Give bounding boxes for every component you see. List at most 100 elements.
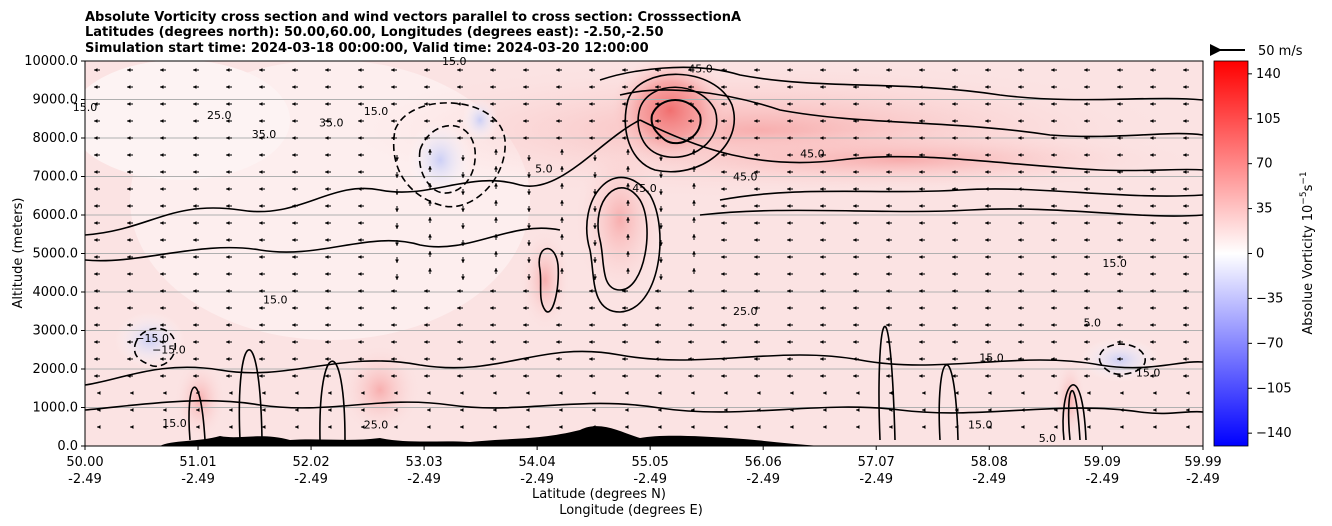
wind-vector-740 — [955, 425, 959, 429]
wind-vector-673 — [988, 391, 992, 395]
wind-vector-496 — [754, 306, 760, 310]
wind-vector-237 — [1183, 170, 1189, 174]
wind-vector-482 — [292, 306, 298, 310]
wind-vector-25 — [919, 68, 925, 72]
wind-vector-101 — [1183, 102, 1189, 106]
wind-vector-20 — [754, 68, 760, 72]
wind-vector-89 — [787, 102, 793, 106]
wind-vector-554 — [424, 340, 430, 344]
wind-vector-19 — [721, 68, 727, 72]
wind-vector-281 — [395, 206, 399, 212]
wind-vector-574 — [1084, 340, 1090, 344]
wind-vector-88 — [754, 102, 760, 106]
wind-vector-685 — [262, 408, 266, 412]
wind-vector-488 — [490, 306, 496, 310]
wind-vector-419 — [461, 274, 465, 280]
wind-vector-625 — [523, 374, 529, 378]
wind-vector-102 — [94, 119, 100, 123]
wind-vector-347 — [325, 238, 331, 242]
wind-vector-58 — [886, 85, 892, 89]
wind-vector-16 — [622, 68, 628, 72]
y-tick-label-1: 1000.0 — [33, 401, 79, 416]
wind-vector-400 — [952, 255, 958, 259]
wind-vector-77 — [391, 102, 397, 106]
wind-vector-731 — [658, 425, 662, 429]
wind-vector-512 — [160, 323, 166, 327]
wind-vector-558 — [556, 340, 562, 344]
wind-vector-190 — [754, 153, 760, 157]
wind-vector-195 — [919, 153, 925, 157]
wind-vector-486 — [424, 306, 430, 310]
wind-vector-66 — [1150, 85, 1156, 89]
wind-vector-451 — [391, 289, 397, 293]
wind-vector-47 — [523, 85, 529, 89]
wind-vector-706 — [955, 408, 959, 412]
contour-label-18: −15.0 — [152, 344, 186, 357]
wind-vector-724 — [427, 425, 431, 429]
wind-vector-663 — [658, 391, 662, 395]
wind-vector-33 — [1183, 68, 1189, 72]
colorbar-tick-label-6: −70 — [1256, 336, 1283, 351]
wind-vector-36 — [160, 85, 166, 89]
wind-vector-287 — [593, 206, 597, 212]
wind-vector-21 — [787, 68, 793, 72]
wind-vector-564 — [754, 340, 760, 344]
wind-vector-113 — [457, 119, 463, 123]
x-tick-lon-9: -2.49 — [1085, 472, 1119, 487]
wind-vector-288 — [626, 200, 630, 206]
wind-vector-719 — [262, 425, 266, 429]
wind-vector-455 — [523, 289, 529, 293]
wind-vector-218 — [560, 166, 564, 172]
wind-vector-490 — [556, 306, 562, 310]
wind-vector-321 — [593, 223, 597, 229]
wind-vector-294 — [820, 204, 826, 208]
wind-vector-524 — [556, 323, 562, 327]
wind-vector-5 — [259, 68, 265, 72]
wind-vector-591 — [523, 357, 529, 361]
wind-vector-372 — [1150, 238, 1156, 242]
wind-vector-447 — [259, 289, 265, 293]
wind-vector-279 — [325, 204, 331, 208]
wind-vector-666 — [757, 391, 761, 395]
wind-vector-203 — [1183, 153, 1189, 157]
wind-vector-322 — [626, 217, 630, 223]
wind-vector-388 — [560, 251, 564, 257]
wind-vector-540 — [1084, 323, 1090, 327]
wind-vector-386 — [494, 251, 498, 257]
wind-vector-276 — [226, 204, 232, 208]
wind-vector-583 — [259, 357, 265, 361]
wind-vector-680 — [97, 408, 101, 412]
wind-vector-295 — [853, 204, 859, 208]
wind-vector-416 — [358, 272, 364, 276]
wind-vector-446 — [226, 289, 232, 293]
wind-vector-533 — [853, 323, 859, 327]
wind-vector-307 — [127, 221, 133, 225]
wind-vector-308 — [160, 221, 166, 225]
wind-vector-430 — [820, 272, 826, 276]
contour-label-2: 45.0 — [733, 170, 758, 183]
wind-vector-584 — [292, 357, 298, 361]
wind-vector-639 — [985, 374, 991, 378]
wind-vector-325 — [721, 221, 727, 225]
wind-vector-611 — [1183, 357, 1189, 361]
wind-vector-219 — [593, 172, 597, 178]
wind-vector-194 — [886, 153, 892, 157]
wind-vector-440 — [1150, 272, 1156, 276]
wind-vector-466 — [886, 289, 892, 293]
wind-vector-626 — [556, 374, 562, 378]
wind-vector-552 — [358, 340, 364, 344]
wind-vector-230 — [952, 170, 958, 174]
wind-vector-329 — [853, 221, 859, 225]
wind-vector-57 — [853, 85, 859, 89]
wind-vector-519 — [391, 323, 397, 327]
wind-vector-282 — [428, 200, 432, 206]
wind-vector-142 — [292, 136, 298, 140]
wind-vector-491 — [589, 306, 595, 310]
wind-vector-238 — [94, 187, 100, 191]
wind-vector-254 — [626, 183, 630, 189]
wind-vector-599 — [787, 357, 793, 361]
wind-vector-169 — [1183, 136, 1189, 140]
wind-vector-654 — [361, 391, 365, 395]
wind-vector-27 — [985, 68, 991, 72]
wind-vector-352 — [494, 234, 498, 240]
